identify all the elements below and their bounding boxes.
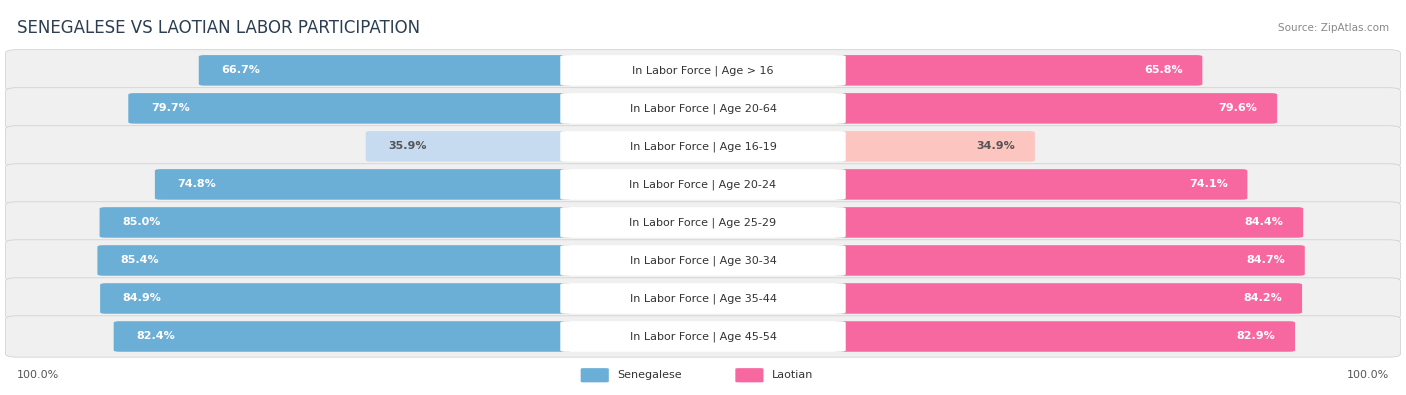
Text: Source: ZipAtlas.com: Source: ZipAtlas.com	[1278, 23, 1389, 33]
FancyBboxPatch shape	[560, 245, 846, 276]
Text: In Labor Force | Age 20-24: In Labor Force | Age 20-24	[630, 179, 776, 190]
Text: 84.2%: 84.2%	[1244, 293, 1282, 303]
FancyBboxPatch shape	[128, 93, 571, 124]
FancyBboxPatch shape	[366, 131, 571, 162]
FancyBboxPatch shape	[6, 316, 1400, 357]
FancyBboxPatch shape	[97, 245, 571, 276]
FancyBboxPatch shape	[835, 131, 1035, 162]
Text: In Labor Force | Age 16-19: In Labor Force | Age 16-19	[630, 141, 776, 152]
Text: In Labor Force | Age 30-34: In Labor Force | Age 30-34	[630, 255, 776, 266]
FancyBboxPatch shape	[155, 169, 571, 200]
FancyBboxPatch shape	[581, 368, 609, 382]
FancyBboxPatch shape	[6, 88, 1400, 129]
Text: Senegalese: Senegalese	[617, 370, 682, 380]
Text: In Labor Force | Age 25-29: In Labor Force | Age 25-29	[630, 217, 776, 228]
FancyBboxPatch shape	[100, 283, 571, 314]
Text: 65.8%: 65.8%	[1144, 65, 1182, 75]
Text: 34.9%: 34.9%	[976, 141, 1015, 151]
FancyBboxPatch shape	[560, 55, 846, 86]
Text: In Labor Force | Age 45-54: In Labor Force | Age 45-54	[630, 331, 776, 342]
Text: 74.8%: 74.8%	[177, 179, 217, 190]
FancyBboxPatch shape	[835, 321, 1295, 352]
Text: 66.7%: 66.7%	[221, 65, 260, 75]
FancyBboxPatch shape	[114, 321, 571, 352]
Text: 82.4%: 82.4%	[136, 331, 174, 342]
FancyBboxPatch shape	[835, 55, 1202, 86]
FancyBboxPatch shape	[6, 240, 1400, 281]
FancyBboxPatch shape	[835, 207, 1303, 238]
FancyBboxPatch shape	[835, 283, 1302, 314]
Text: 35.9%: 35.9%	[388, 141, 426, 151]
Text: 84.9%: 84.9%	[122, 293, 162, 303]
Text: 82.9%: 82.9%	[1237, 331, 1275, 342]
Text: 85.0%: 85.0%	[122, 217, 160, 228]
Text: In Labor Force | Age 35-44: In Labor Force | Age 35-44	[630, 293, 776, 304]
Text: 85.4%: 85.4%	[120, 256, 159, 265]
FancyBboxPatch shape	[835, 169, 1247, 200]
FancyBboxPatch shape	[6, 50, 1400, 91]
FancyBboxPatch shape	[560, 283, 846, 314]
Text: Laotian: Laotian	[772, 370, 813, 380]
Text: 74.1%: 74.1%	[1189, 179, 1227, 190]
FancyBboxPatch shape	[560, 131, 846, 162]
Text: 84.4%: 84.4%	[1244, 217, 1284, 228]
FancyBboxPatch shape	[560, 321, 846, 352]
FancyBboxPatch shape	[6, 278, 1400, 319]
Text: 84.7%: 84.7%	[1246, 256, 1285, 265]
FancyBboxPatch shape	[560, 93, 846, 124]
FancyBboxPatch shape	[560, 169, 846, 200]
FancyBboxPatch shape	[6, 164, 1400, 205]
FancyBboxPatch shape	[6, 202, 1400, 243]
Text: 100.0%: 100.0%	[1347, 370, 1389, 380]
FancyBboxPatch shape	[835, 93, 1277, 124]
Text: In Labor Force | Age > 16: In Labor Force | Age > 16	[633, 65, 773, 75]
FancyBboxPatch shape	[198, 55, 571, 86]
Text: In Labor Force | Age 20-64: In Labor Force | Age 20-64	[630, 103, 776, 114]
FancyBboxPatch shape	[560, 207, 846, 238]
Text: 100.0%: 100.0%	[17, 370, 59, 380]
FancyBboxPatch shape	[835, 245, 1305, 276]
FancyBboxPatch shape	[735, 368, 763, 382]
Text: 79.6%: 79.6%	[1219, 103, 1257, 113]
Text: SENEGALESE VS LAOTIAN LABOR PARTICIPATION: SENEGALESE VS LAOTIAN LABOR PARTICIPATIO…	[17, 19, 420, 37]
Text: 79.7%: 79.7%	[150, 103, 190, 113]
FancyBboxPatch shape	[100, 207, 571, 238]
FancyBboxPatch shape	[6, 126, 1400, 167]
